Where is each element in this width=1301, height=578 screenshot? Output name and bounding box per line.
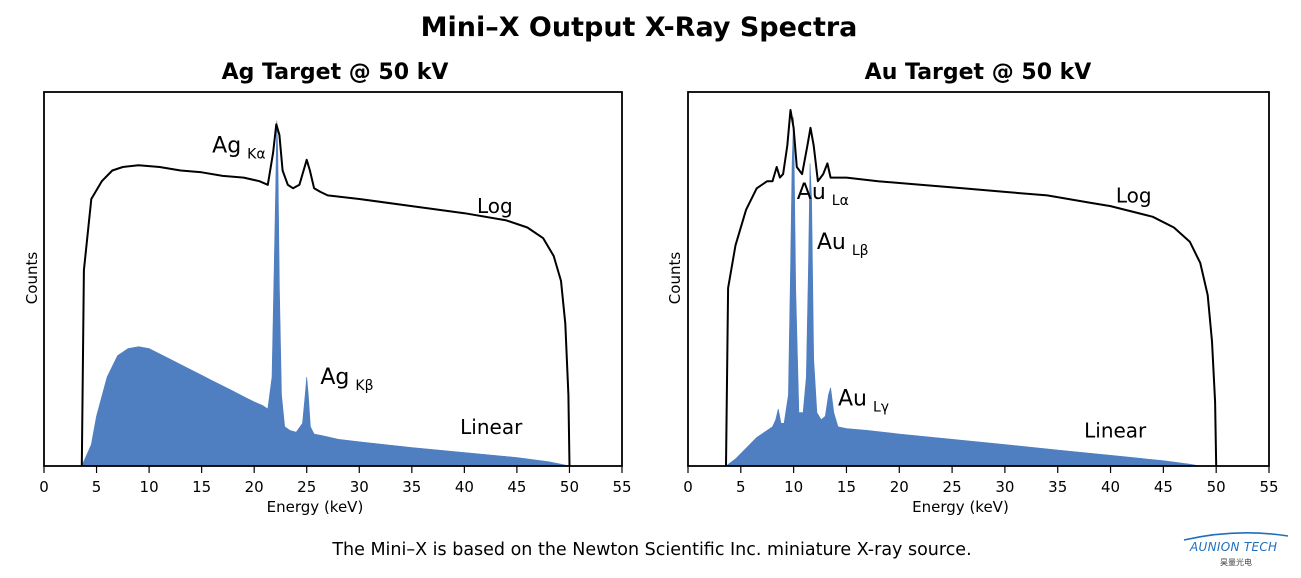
company-logo: AUNION TECH 昊量光电 [1180, 530, 1292, 572]
chart-1-xtick-label: 45 [507, 478, 526, 496]
chart-1-xtick-label: 40 [455, 478, 474, 496]
chart-2-yaxis-label: Counts [666, 252, 684, 305]
logo-swoosh-icon [1183, 532, 1289, 541]
chart-2-xtick-label: 50 [1207, 478, 1226, 496]
chart-2-series-linear [725, 117, 1201, 467]
chart-1-xtick-label: 0 [39, 478, 49, 496]
chart-2-xtick-label: 45 [1154, 478, 1173, 496]
chart-2: Au Target @ 50 kV 0 5 10 15 20 25 30 35 40 45 50 55 E… [666, 60, 1279, 516]
page-title: Mini–X Output X-Ray Spectra [421, 12, 858, 43]
chart-2-peak-label: Au Lγ [838, 386, 889, 415]
chart-1-series-linear [81, 120, 570, 467]
chart-2-xtick-label: 25 [943, 478, 962, 496]
chart-2-frame [687, 91, 1270, 467]
chart-1-xtick-label: 50 [560, 478, 579, 496]
chart-2-xtick-label: 30 [995, 478, 1014, 496]
chart-1-curve-label: Log [477, 194, 513, 218]
chart-1-xaxis-label: Energy (keV) [267, 498, 364, 516]
chart-1-xtick-label: 20 [245, 478, 264, 496]
logo-subtext: 昊量光电 [1220, 558, 1252, 567]
chart-1-xtick-label: 30 [350, 478, 369, 496]
caption: The Mini–X is based on the Newton Scient… [331, 540, 971, 560]
chart-2-xtick-label: 15 [837, 478, 856, 496]
chart-1: Ag Target @ 50 kV 0 5 10 15 20 25 30 35 40 45 50 55 E… [23, 60, 632, 516]
chart-2-curve-label: Log [1116, 184, 1152, 208]
chart-2-xtick-label: 55 [1259, 478, 1278, 496]
chart-2-xtick-label: 10 [784, 478, 803, 496]
chart-2-curve-label: Linear [1084, 419, 1147, 443]
chart-2-xtick-label: 40 [1101, 478, 1120, 496]
chart-2-peak-label: Au Lα [797, 180, 849, 209]
chart-2-xaxis-label: Energy (keV) [912, 498, 1009, 516]
chart-2-xtick-label: 20 [890, 478, 909, 496]
chart-1-series-log [80, 123, 571, 467]
chart-1-frame [43, 91, 623, 467]
chart-2-series-log [725, 109, 1218, 467]
chart-1-curve-label: Linear [460, 415, 523, 439]
chart-1-peak-label: Ag Kβ [320, 365, 373, 394]
chart-panels: Ag Target @ 50 kV0 5 10 15 20 25 30 35 40 45 50 55E… [23, 60, 1279, 516]
chart-1-xtick-label: 15 [192, 478, 211, 496]
chart-2-xtick-label: 5 [736, 478, 746, 496]
chart-2-peak-label: Au Lβ [817, 230, 869, 259]
chart-1-peak-label: Ag Kα [212, 134, 265, 163]
chart-1-xtick-label: 55 [612, 478, 631, 496]
chart-2-xtick-label: 35 [1048, 478, 1067, 496]
chart-1-title: Ag Target @ 50 kV [222, 60, 449, 85]
chart-1-xtick-label: 10 [140, 478, 159, 496]
chart-1-xtick-label: 25 [297, 478, 316, 496]
chart-1-xtick-label: 5 [92, 478, 102, 496]
chart-2-title: Au Target @ 50 kV [865, 60, 1092, 85]
chart-2-xtick-label: 0 [683, 478, 693, 496]
chart-1-xtick-label: 35 [402, 478, 421, 496]
logo-wordmark: AUNION TECH [1190, 540, 1278, 554]
chart-1-yaxis-label: Counts [23, 252, 41, 305]
